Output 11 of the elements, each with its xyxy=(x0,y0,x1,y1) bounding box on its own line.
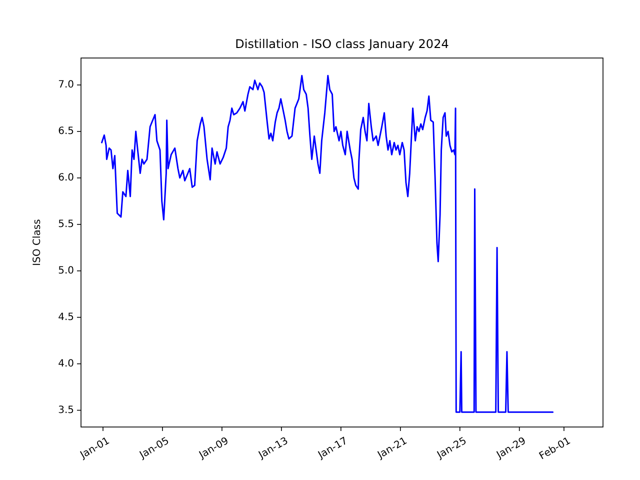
y-tick-label: 6.5 xyxy=(58,126,74,137)
y-tick-label: 7.0 xyxy=(58,79,74,90)
y-tick-label: 6.0 xyxy=(58,172,74,184)
y-tick-label: 5.0 xyxy=(58,265,74,276)
y-tick-label: 3.5 xyxy=(58,404,74,416)
y-tick-label: 5.5 xyxy=(58,218,74,230)
y-axis-title: ISO Class xyxy=(32,219,43,266)
y-tick-label: 4.0 xyxy=(58,358,74,370)
line-series xyxy=(101,74,554,413)
y-tick-label: 4.5 xyxy=(58,312,74,323)
chart-title: Distillation - ISO class January 2024 xyxy=(235,37,449,51)
